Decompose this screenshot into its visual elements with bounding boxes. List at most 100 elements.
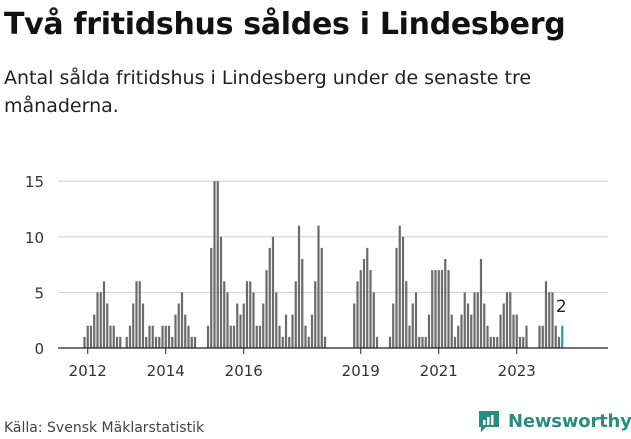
source-note: Källa: Svensk Mäklarstatistik (4, 420, 205, 436)
bar (167, 325, 171, 348)
bar (184, 314, 187, 348)
bar (193, 336, 197, 348)
bar (440, 270, 444, 348)
chart-title: Två fritidshus såldes i Lindesberg (4, 7, 566, 42)
bar (317, 225, 320, 348)
bar (496, 336, 499, 348)
bar (236, 303, 239, 348)
bar (232, 325, 236, 348)
bar (307, 336, 310, 348)
bar (392, 303, 395, 348)
bar (245, 281, 249, 348)
bar (115, 336, 119, 348)
bar (226, 292, 229, 348)
bar (281, 336, 284, 348)
bar (401, 236, 405, 348)
bar (463, 292, 466, 348)
bar (112, 325, 115, 348)
bar (213, 181, 216, 348)
bar (275, 292, 278, 348)
bar (375, 336, 379, 348)
bar (125, 336, 128, 348)
y-tick-label: 0 (34, 340, 44, 358)
bar (265, 270, 268, 348)
bar (421, 336, 424, 348)
bar (538, 325, 541, 348)
bar (145, 336, 148, 348)
bar (210, 247, 213, 348)
bar (271, 236, 275, 348)
bar (388, 336, 392, 348)
bar (470, 314, 473, 348)
bar (255, 325, 258, 348)
bar (119, 336, 122, 348)
bar (398, 225, 401, 348)
bar (93, 314, 96, 348)
bar (499, 314, 502, 348)
bar (353, 303, 356, 348)
bar (431, 270, 434, 348)
bar (544, 281, 548, 348)
bar (509, 292, 512, 348)
bar (525, 325, 528, 348)
bar (135, 281, 138, 348)
bar (460, 314, 463, 348)
bar (434, 270, 437, 348)
bar (138, 281, 141, 348)
bar (174, 314, 177, 348)
bar (83, 336, 86, 348)
bar (99, 292, 102, 348)
bar (366, 247, 369, 348)
bar (278, 325, 281, 348)
bar (323, 336, 327, 348)
bar (437, 270, 440, 348)
x-tick-label: 2023 (498, 362, 536, 380)
bar (557, 336, 561, 348)
bar (427, 314, 431, 348)
bar (489, 336, 492, 348)
bar (177, 303, 180, 348)
bar (180, 292, 184, 348)
bar (518, 336, 522, 348)
bar (229, 325, 232, 348)
bar (444, 259, 447, 348)
bar (258, 325, 262, 348)
bar (359, 270, 362, 348)
bar (362, 259, 366, 348)
bar (288, 336, 291, 348)
bar (408, 325, 411, 348)
bar (223, 281, 226, 348)
bar (132, 303, 135, 348)
bar (268, 247, 271, 348)
bar (548, 292, 551, 348)
bar (411, 303, 414, 348)
bar (304, 325, 307, 348)
bar (161, 325, 164, 348)
bar (239, 314, 242, 348)
value-annotation: 2 (556, 297, 567, 317)
y-tick-label: 10 (25, 229, 44, 247)
bar (369, 270, 372, 348)
bar (356, 281, 359, 348)
bar (418, 336, 421, 348)
bar (522, 336, 525, 348)
bar (424, 336, 427, 348)
bar (206, 325, 210, 348)
bar (554, 325, 557, 348)
x-tick-label: 2014 (147, 362, 185, 380)
bar (450, 314, 453, 348)
bar (414, 292, 418, 348)
x-tick-label: 2012 (69, 362, 107, 380)
bar (473, 292, 476, 348)
bar (284, 314, 288, 348)
bar (249, 281, 252, 348)
bar (551, 292, 554, 348)
bar (148, 325, 151, 348)
bar (457, 325, 460, 348)
bar (141, 303, 145, 348)
x-tick-label: 2016 (225, 362, 263, 380)
bar (515, 314, 518, 348)
bar (320, 247, 323, 348)
bar (502, 303, 505, 348)
bar (190, 336, 193, 348)
